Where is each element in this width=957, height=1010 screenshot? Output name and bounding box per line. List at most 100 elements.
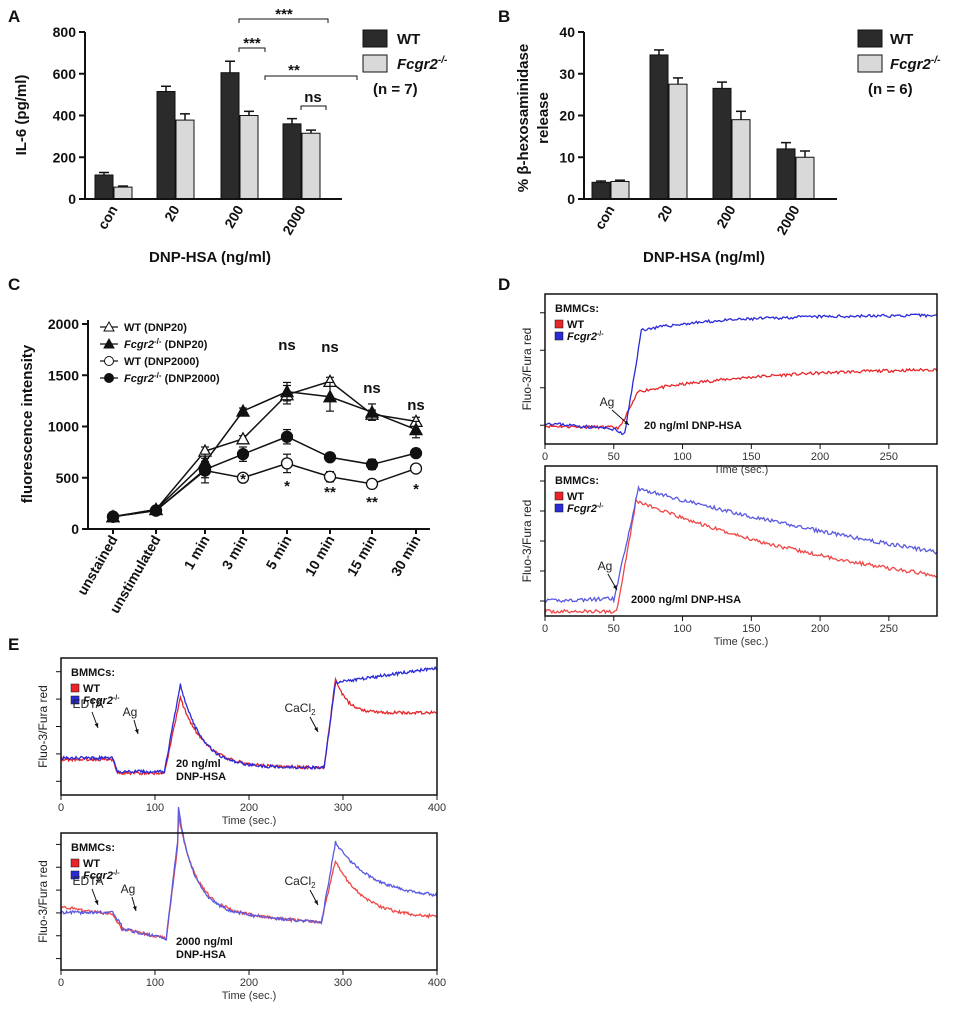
legend-label: Fcgr2-/- bbox=[567, 503, 604, 515]
panel-b: B 0 10 20 30 40 con 20 200 2000 % β-hexosaminid… bbox=[498, 7, 941, 266]
panel-d-top: 0 50 100 150 200 250 Time (sec.) Fluo-3/Fura re… bbox=[520, 293, 938, 476]
x-tick-label: 30 min bbox=[388, 533, 424, 579]
panel-d-bottom: 0 50 100 150 200 250 Time (sec.) Fluo-3/Fura re… bbox=[520, 465, 938, 648]
panel-e-label: E bbox=[8, 635, 19, 654]
y-tick-label: 2000 bbox=[48, 316, 79, 332]
x-tick-label: 0 bbox=[58, 802, 64, 814]
sig-label: ** bbox=[288, 62, 300, 79]
trace-ko bbox=[544, 484, 938, 604]
x-tick-label: 200 bbox=[240, 977, 258, 989]
data-point bbox=[409, 462, 423, 475]
y-tick-label: 400 bbox=[53, 108, 77, 124]
sig-label-bottom: * bbox=[284, 478, 290, 495]
legend-label: Fcgr2-/- (DNP2000) bbox=[124, 371, 220, 385]
x-tick-label: 100 bbox=[673, 451, 691, 463]
data-point bbox=[236, 448, 250, 461]
sig-label-top: * bbox=[240, 403, 246, 420]
x-tick-label: 2000 bbox=[279, 202, 309, 237]
arrow-head bbox=[314, 727, 318, 732]
panel-a-label: A bbox=[8, 7, 20, 26]
y-axis-label: Fluo-3/Fura red bbox=[520, 328, 534, 411]
bar-ko bbox=[301, 132, 321, 200]
sig-label: *** bbox=[243, 35, 261, 52]
x-tick-label: 100 bbox=[673, 623, 691, 635]
condition-label: 20 ng/ml bbox=[176, 758, 221, 770]
legend-swatch-wt bbox=[70, 858, 80, 868]
x-tick-label: 200 bbox=[713, 202, 739, 230]
bar-wt bbox=[591, 181, 611, 200]
cacl2-label: CaCl2 bbox=[284, 874, 316, 890]
x-tick-label: con bbox=[94, 203, 120, 233]
x-axis-label: Time (sec.) bbox=[222, 990, 277, 1002]
legend-label-wt: WT bbox=[397, 31, 420, 48]
bar-ko bbox=[175, 119, 195, 200]
x-tick-label: 50 bbox=[608, 451, 620, 463]
sig-label-top: ns bbox=[407, 397, 425, 414]
legend-label-wt: WT bbox=[890, 31, 913, 48]
y-tick-label: 0 bbox=[71, 521, 79, 537]
legend-swatch-wt bbox=[70, 683, 80, 693]
sig-label-top: ns bbox=[278, 337, 296, 354]
x-tick-label: 3 min bbox=[218, 533, 250, 573]
legend-swatch-ko bbox=[70, 870, 80, 880]
y-tick-label: 1000 bbox=[48, 419, 79, 435]
sig-label-bottom: ** bbox=[366, 494, 378, 511]
series-line bbox=[112, 435, 417, 518]
panel-a-x-label: DNP-HSA (ng/ml) bbox=[149, 249, 271, 266]
legend-swatch-ko bbox=[362, 54, 388, 73]
x-tick-label: 250 bbox=[880, 623, 898, 635]
data-point bbox=[235, 403, 251, 417]
x-tick-label: 20 bbox=[654, 202, 676, 224]
legend-label: Fcgr2-/- bbox=[83, 870, 120, 882]
x-tick-label: 400 bbox=[428, 977, 446, 989]
x-tick-label: 5 min bbox=[262, 533, 294, 573]
x-tick-label: 150 bbox=[742, 451, 760, 463]
trace-wt bbox=[544, 367, 938, 431]
legend-marker bbox=[104, 356, 114, 366]
x-tick-label: 15 min bbox=[344, 533, 380, 579]
data-point bbox=[280, 430, 294, 443]
x-tick-label: 2000 bbox=[773, 202, 803, 237]
x-tick-label: 0 bbox=[58, 977, 64, 989]
x-tick-label: 0 bbox=[542, 451, 548, 463]
legend-swatch-wt bbox=[362, 29, 388, 48]
legend-swatch-ko bbox=[554, 503, 564, 513]
legend-n: (n = 6) bbox=[868, 81, 913, 98]
sig-label-bottom: * bbox=[240, 471, 246, 488]
arrow-head bbox=[132, 906, 137, 911]
y-tick-label: 40 bbox=[559, 24, 575, 40]
sig-bracket bbox=[264, 75, 358, 80]
x-tick-label: 300 bbox=[334, 802, 352, 814]
bar-wt bbox=[156, 90, 176, 200]
x-tick-label: 100 bbox=[146, 802, 164, 814]
condition-label: DNP-HSA bbox=[176, 949, 226, 961]
panel-a-significance: *** *** ** ns bbox=[238, 6, 358, 110]
x-axis-label: Time (sec.) bbox=[714, 636, 769, 648]
data-point bbox=[279, 384, 295, 398]
bar-wt bbox=[776, 148, 796, 200]
bar-ko bbox=[795, 156, 815, 200]
legend-swatch-wt bbox=[554, 319, 564, 329]
y-tick-label: 20 bbox=[559, 108, 575, 124]
arrow-head bbox=[624, 420, 629, 425]
x-tick-label: 20 bbox=[161, 202, 183, 224]
data-point bbox=[364, 404, 380, 418]
legend-label: WT bbox=[567, 491, 584, 503]
legend-title: BMMCs: bbox=[555, 475, 599, 487]
legend-label: Fcgr2-/- bbox=[567, 331, 604, 343]
panel-b-legend: WT Fcgr2-/- (n = 6) bbox=[857, 29, 941, 98]
legend-label: Fcgr2-/- bbox=[83, 695, 120, 707]
data-point bbox=[409, 446, 423, 460]
panel-b-x-label: DNP-HSA (ng/ml) bbox=[643, 249, 765, 266]
x-tick-label: 400 bbox=[428, 802, 446, 814]
legend-marker bbox=[103, 337, 115, 349]
x-axis-label: Time (sec.) bbox=[222, 815, 277, 827]
legend-label: WT (DNP2000) bbox=[124, 356, 200, 368]
legend-marker bbox=[103, 320, 115, 332]
x-tick-label: 250 bbox=[880, 451, 898, 463]
y-tick-label: 1500 bbox=[48, 367, 79, 383]
legend-swatch-ko bbox=[554, 331, 564, 341]
legend-label-ko: Fcgr2-/- bbox=[397, 55, 448, 73]
trace-ko bbox=[545, 313, 938, 436]
